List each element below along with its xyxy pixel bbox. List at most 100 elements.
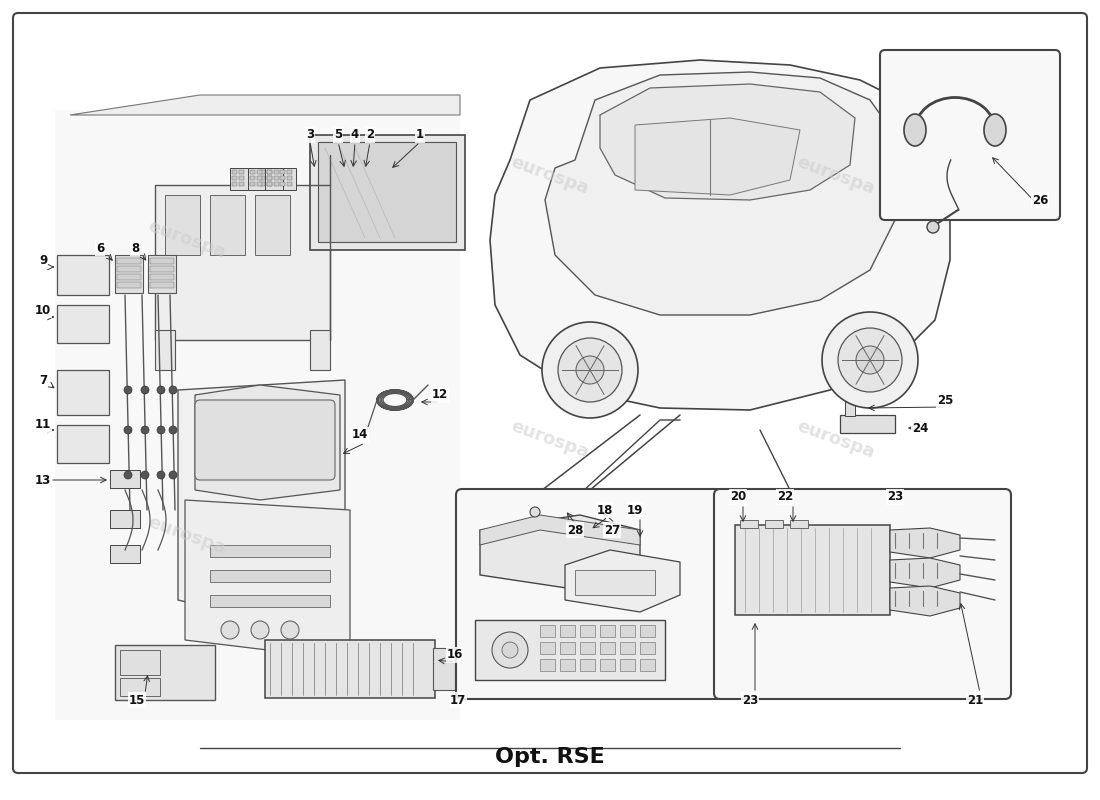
Polygon shape (70, 95, 460, 115)
Text: Opt. RSE: Opt. RSE (495, 747, 605, 767)
Circle shape (124, 471, 132, 479)
Text: eurospa: eurospa (145, 218, 229, 262)
Text: 14: 14 (352, 429, 368, 442)
Bar (274, 176, 279, 180)
Ellipse shape (904, 114, 926, 146)
Bar (280, 182, 285, 186)
Polygon shape (480, 515, 640, 590)
Bar (239, 182, 244, 186)
Ellipse shape (984, 114, 1006, 146)
Text: eurospa: eurospa (145, 514, 229, 558)
Bar (274, 182, 279, 186)
Bar (117, 258, 141, 264)
Circle shape (838, 328, 902, 392)
Circle shape (169, 426, 177, 434)
Circle shape (157, 471, 165, 479)
Bar (310, 330, 330, 370)
Text: 10: 10 (35, 303, 51, 317)
Bar (57, 305, 109, 343)
Bar (116, 645, 214, 700)
Text: 21: 21 (967, 694, 983, 706)
Bar (840, 415, 895, 433)
Bar (257, 176, 262, 180)
Bar (475, 620, 666, 680)
Bar (620, 625, 635, 637)
Bar (210, 545, 330, 557)
Bar (310, 135, 465, 250)
Circle shape (141, 386, 149, 394)
Circle shape (157, 426, 165, 434)
Bar (580, 659, 595, 671)
Bar (540, 625, 556, 637)
Bar (257, 170, 262, 174)
Bar (260, 176, 265, 180)
Bar (764, 520, 783, 528)
FancyBboxPatch shape (880, 50, 1060, 220)
Bar (620, 642, 635, 654)
Bar (250, 176, 255, 180)
Polygon shape (480, 515, 640, 545)
Bar (790, 520, 808, 528)
Bar (150, 274, 174, 280)
Bar (267, 176, 272, 180)
Bar (232, 170, 236, 174)
Text: 23: 23 (887, 490, 903, 503)
Text: 3: 3 (306, 129, 315, 142)
Bar (267, 182, 272, 186)
Bar (120, 678, 160, 696)
Circle shape (822, 312, 918, 408)
Bar (210, 595, 330, 607)
Circle shape (530, 507, 540, 517)
Bar (600, 625, 615, 637)
Polygon shape (544, 72, 895, 315)
Text: 26: 26 (1032, 194, 1048, 206)
Bar (265, 640, 434, 698)
FancyBboxPatch shape (13, 13, 1087, 773)
Polygon shape (890, 586, 960, 616)
Polygon shape (600, 84, 855, 200)
Bar (257, 182, 262, 186)
Polygon shape (178, 380, 345, 640)
Bar (560, 642, 575, 654)
FancyBboxPatch shape (456, 489, 723, 699)
FancyBboxPatch shape (714, 489, 1011, 699)
Text: 8: 8 (131, 242, 139, 254)
Bar (560, 659, 575, 671)
Circle shape (141, 426, 149, 434)
Bar (239, 170, 244, 174)
Bar (267, 176, 272, 180)
Bar (267, 170, 272, 174)
Bar (640, 642, 654, 654)
Bar (740, 520, 758, 528)
Bar (575, 570, 654, 595)
Text: 17: 17 (450, 694, 466, 706)
Bar (250, 182, 255, 186)
Text: 4: 4 (351, 129, 359, 142)
Text: 6: 6 (96, 242, 104, 254)
Bar (735, 525, 890, 615)
Bar (150, 258, 174, 264)
Text: 15: 15 (129, 694, 145, 706)
Text: 2: 2 (366, 129, 374, 142)
Text: 12: 12 (432, 389, 448, 402)
Text: 23: 23 (741, 694, 758, 706)
Text: 1: 1 (416, 129, 425, 142)
Text: 18: 18 (597, 503, 613, 517)
Circle shape (157, 386, 165, 394)
Bar (148, 255, 176, 293)
Polygon shape (490, 60, 950, 410)
Circle shape (169, 386, 177, 394)
Text: 16: 16 (447, 649, 463, 662)
Bar (640, 659, 654, 671)
Polygon shape (185, 500, 350, 660)
Circle shape (251, 621, 270, 639)
Bar (600, 642, 615, 654)
Polygon shape (635, 118, 800, 195)
Text: 24: 24 (912, 422, 928, 434)
Bar (117, 282, 141, 288)
Circle shape (141, 471, 149, 479)
Bar (239, 176, 244, 180)
Text: eurospa: eurospa (794, 154, 878, 198)
Bar (110, 470, 140, 488)
Bar (260, 170, 265, 174)
